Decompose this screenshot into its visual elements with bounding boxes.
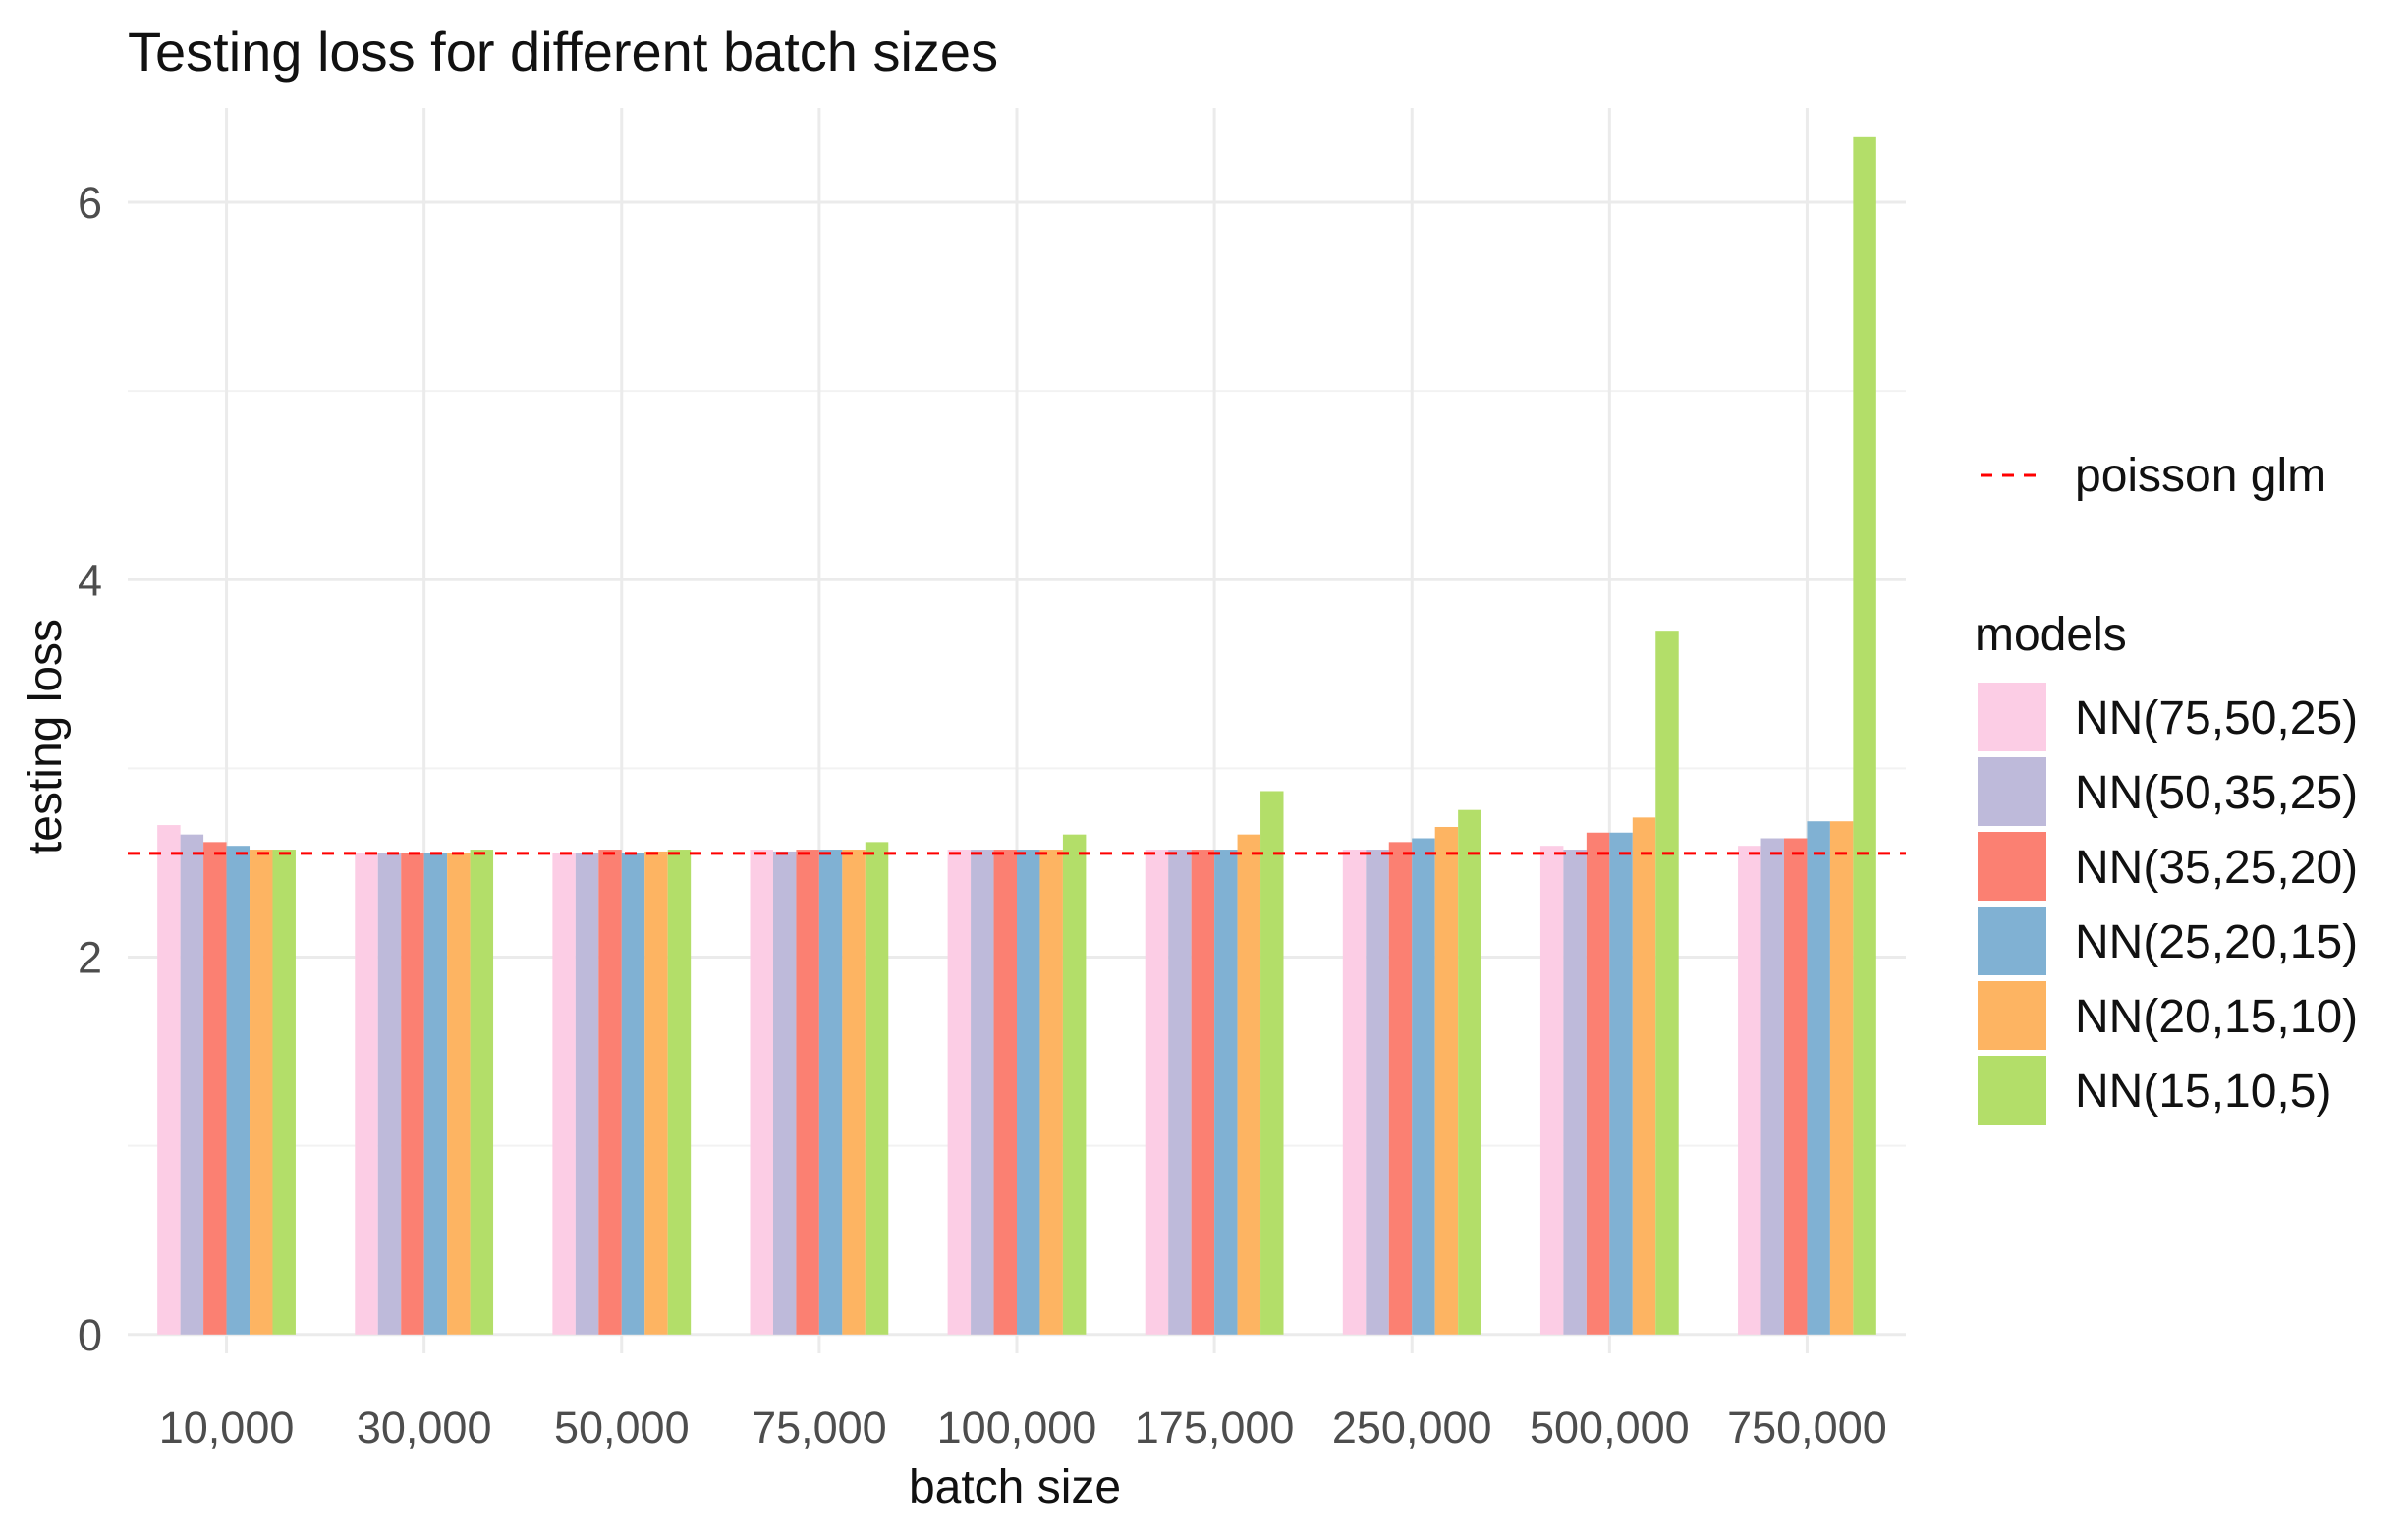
bar	[1039, 850, 1063, 1335]
bar	[470, 850, 494, 1335]
x-axis-ticks: 10,000 30,000 50,000 75,000 100,000 175,000 25…	[159, 1402, 1887, 1453]
bar	[1260, 791, 1284, 1335]
bar	[598, 850, 622, 1335]
bar	[1458, 809, 1481, 1335]
y-tick-label: 0	[78, 1310, 102, 1360]
bar	[226, 846, 251, 1335]
y-axis-label: testing loss	[20, 619, 72, 854]
bar	[667, 850, 692, 1335]
bar	[644, 851, 668, 1335]
bar	[1783, 838, 1808, 1335]
legend-label: NN(35,25,20)	[2075, 842, 2358, 894]
x-tick-label: 75,000	[752, 1402, 887, 1453]
y-tick-label: 2	[78, 933, 102, 983]
bar	[1738, 846, 1761, 1335]
y-tick-label: 6	[78, 178, 102, 228]
bar	[1853, 136, 1876, 1335]
bar	[1412, 838, 1435, 1335]
bar	[1062, 834, 1087, 1335]
x-tick-label: 100,000	[937, 1402, 1097, 1453]
bar	[1655, 631, 1679, 1335]
bar	[842, 850, 866, 1335]
bar	[1017, 850, 1040, 1335]
x-tick-label: 30,000	[357, 1402, 492, 1453]
bar	[1366, 850, 1389, 1335]
x-tick-label: 750,000	[1727, 1402, 1887, 1453]
legend-label: NN(20,15,10)	[2075, 991, 2358, 1043]
x-tick-label: 500,000	[1530, 1402, 1690, 1453]
legend-swatch	[1978, 757, 2046, 826]
legend-swatch	[1978, 1056, 2046, 1125]
bar	[1829, 821, 1854, 1335]
x-tick-label: 50,000	[554, 1402, 690, 1453]
bar	[947, 850, 972, 1335]
bar	[1191, 850, 1215, 1335]
legend-label: NN(50,35,25)	[2075, 767, 2358, 819]
bar	[447, 852, 471, 1335]
bar	[772, 851, 797, 1335]
legend-label: NN(75,50,25)	[2075, 692, 2358, 744]
x-tick-label: 250,000	[1332, 1402, 1492, 1453]
bar	[1434, 826, 1459, 1335]
bar	[401, 852, 424, 1335]
bar	[1563, 850, 1587, 1335]
bar	[1586, 832, 1610, 1335]
bar	[1609, 832, 1633, 1335]
bar	[203, 842, 227, 1335]
legend-label: NN(15,10,5)	[2075, 1066, 2331, 1118]
x-tick-label: 175,000	[1135, 1402, 1295, 1453]
x-axis-label: batch size	[909, 1461, 1121, 1513]
x-tick-label: 10,000	[159, 1402, 295, 1453]
bar	[250, 850, 273, 1335]
legend-label: NN(25,20,15)	[2075, 916, 2358, 968]
bar	[1145, 850, 1169, 1335]
bar	[971, 850, 994, 1335]
bar	[1214, 850, 1238, 1335]
y-axis-ticks: 0 2 4 6	[78, 178, 102, 1360]
bar	[1342, 850, 1367, 1335]
bar	[1388, 842, 1413, 1335]
legend-swatch	[1978, 832, 2046, 901]
bar	[750, 850, 773, 1335]
chart-title: Testing loss for different batch sizes	[128, 21, 998, 82]
y-tick-label: 4	[78, 555, 102, 605]
bar	[1237, 834, 1261, 1335]
bar	[423, 852, 448, 1335]
bar	[1632, 817, 1656, 1335]
legend-swatch	[1978, 907, 2046, 975]
bar	[575, 852, 599, 1335]
legend-reference: poisson glm	[1981, 450, 2326, 502]
bar	[1807, 821, 1830, 1335]
bar	[1168, 850, 1192, 1335]
legend-title: models	[1975, 609, 2127, 661]
bar	[377, 852, 402, 1335]
bars	[157, 136, 1876, 1335]
legend-reference-label: poisson glm	[2075, 450, 2326, 502]
bar	[552, 852, 576, 1335]
bar	[796, 850, 819, 1335]
bar	[865, 842, 889, 1335]
bar	[272, 850, 296, 1335]
bar	[355, 852, 378, 1335]
bar	[157, 825, 181, 1335]
bar	[180, 834, 204, 1335]
bar	[1760, 838, 1784, 1335]
legend-swatch	[1978, 683, 2046, 751]
legend-swatch	[1978, 981, 2046, 1050]
bar	[993, 850, 1017, 1335]
legend-items: NN(75,50,25) NN(50,35,25) NN(35,25,20) NN(2…	[1978, 683, 2358, 1125]
bar	[818, 850, 843, 1335]
bar	[1539, 846, 1564, 1335]
bar	[621, 852, 645, 1335]
